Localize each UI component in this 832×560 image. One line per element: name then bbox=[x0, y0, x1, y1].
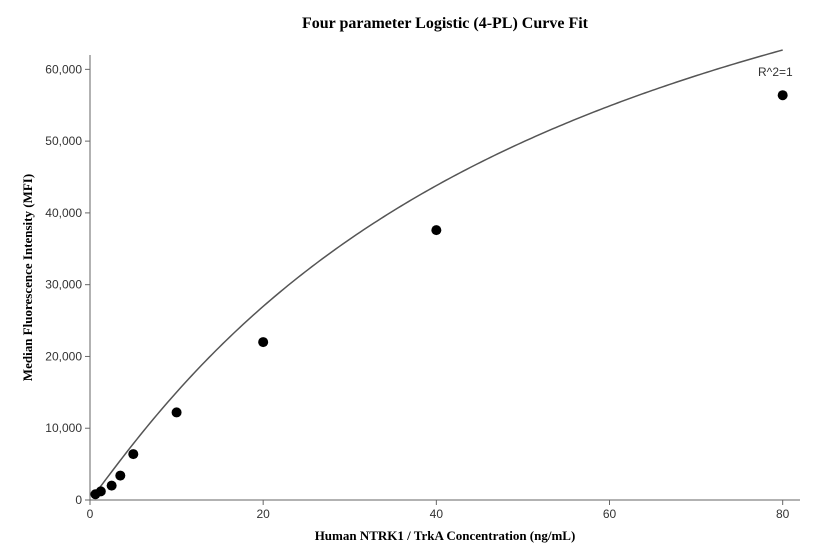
data-marker bbox=[96, 486, 106, 496]
x-tick-label: 20 bbox=[256, 507, 270, 521]
data-marker bbox=[431, 225, 441, 235]
x-axis-label: Human NTRK1 / TrkA Concentration (ng/mL) bbox=[315, 528, 576, 543]
y-tick-label: 10,000 bbox=[45, 421, 82, 435]
x-tick-label: 60 bbox=[603, 507, 617, 521]
y-tick-label: 60,000 bbox=[45, 62, 82, 76]
data-marker bbox=[128, 449, 138, 459]
x-tick-label: 0 bbox=[87, 507, 94, 521]
data-marker bbox=[778, 90, 788, 100]
y-axis-label: Median Fluorescence Intensity (MFI) bbox=[20, 174, 35, 381]
x-tick-label: 80 bbox=[776, 507, 790, 521]
y-tick-label: 50,000 bbox=[45, 134, 82, 148]
fit-curve bbox=[95, 50, 782, 493]
data-marker bbox=[258, 337, 268, 347]
x-tick-label: 40 bbox=[430, 507, 444, 521]
y-tick-label: 40,000 bbox=[45, 206, 82, 220]
data-marker bbox=[172, 407, 182, 417]
y-tick-label: 30,000 bbox=[45, 278, 82, 292]
r-squared-annotation: R^2=1 bbox=[758, 65, 793, 79]
data-marker bbox=[115, 471, 125, 481]
y-tick-label: 0 bbox=[75, 493, 82, 507]
data-marker bbox=[107, 481, 117, 491]
y-tick-label: 20,000 bbox=[45, 349, 82, 363]
chart-svg: Four parameter Logistic (4-PL) Curve Fit… bbox=[0, 0, 832, 560]
chart-title: Four parameter Logistic (4-PL) Curve Fit bbox=[302, 15, 589, 32]
